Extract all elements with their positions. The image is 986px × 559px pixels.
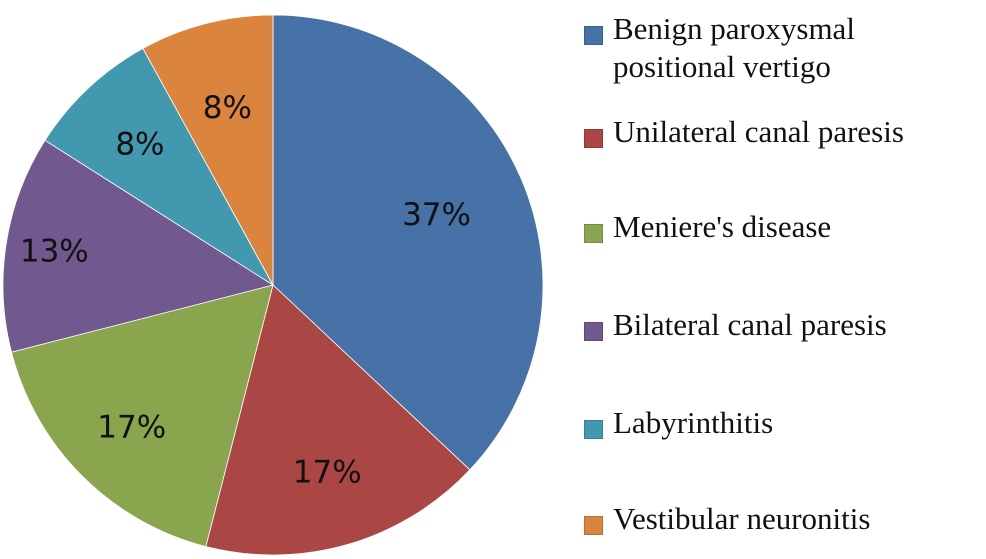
legend-item-vestibular-neuronitis: Vestibular neuronitis (584, 500, 983, 538)
legend-label: Bilateral canal paresis (613, 307, 887, 342)
legend-swatch (584, 224, 603, 243)
pie-slice (142, 14, 274, 286)
legend-swatch (584, 322, 603, 341)
pie-slice (205, 284, 471, 556)
slice-percent-label: 17% (97, 409, 166, 445)
legend-swatch (584, 129, 603, 148)
pie-slice (272, 14, 544, 471)
legend-label: Labyrinthitis (613, 405, 774, 440)
pie-slice (44, 47, 274, 286)
pie-chart: 37% 17% 17% 13% 8% 8% (2, 14, 544, 556)
legend-item-bppv: Benign paroxysmal positional vertigo (584, 10, 983, 86)
legend-label: Vestibular neuronitis (613, 501, 871, 536)
pie-slice (2, 139, 274, 353)
legend-label: Unilateral canal paresis (613, 114, 904, 149)
legend-label: Meniere's disease (613, 209, 832, 244)
slice-percent-label: 8% (115, 126, 164, 162)
slice-percent-label: 17% (293, 455, 362, 491)
legend-item-unilateral-canal-paresis: Unilateral canal paresis (584, 113, 983, 151)
slice-percent-label: 37% (402, 197, 471, 233)
legend-swatch (584, 26, 603, 45)
slice-percent-label: 13% (20, 233, 89, 269)
pie-slice (10, 284, 274, 548)
legend-item-labyrinthitis: Labyrinthitis (584, 404, 983, 442)
slice-percent-label: 8% (203, 90, 252, 126)
legend-item-bilateral-canal-paresis: Bilateral canal paresis (584, 306, 983, 344)
legend-item-menieres-disease: Meniere's disease (584, 208, 983, 246)
legend-swatch (584, 420, 603, 439)
legend-label: Benign paroxysmal positional vertigo (613, 11, 855, 84)
legend-swatch (584, 516, 603, 535)
